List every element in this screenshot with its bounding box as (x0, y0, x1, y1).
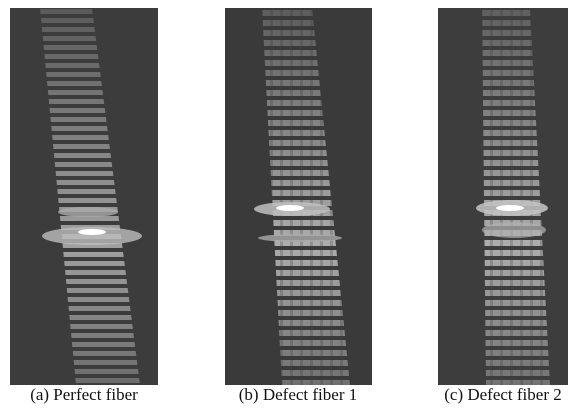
panel-a (10, 8, 158, 385)
caption: (c) Defect fiber 2 (444, 385, 562, 404)
center-spot (276, 205, 304, 211)
center-spot (496, 205, 524, 211)
bright-fringe (42, 227, 142, 245)
panel-c (438, 8, 568, 385)
fringe-band (262, 8, 350, 385)
bright-fringe (482, 222, 546, 238)
fringe-band (482, 8, 550, 385)
caption: (a) Perfect fiber (30, 385, 138, 404)
bright-fringe (258, 234, 342, 242)
caption: (b) Defect fiber 1 (239, 385, 357, 404)
center-spot (78, 229, 106, 235)
bright-fringe (58, 207, 118, 217)
panel-b (225, 8, 372, 385)
fringe-band (40, 8, 140, 385)
